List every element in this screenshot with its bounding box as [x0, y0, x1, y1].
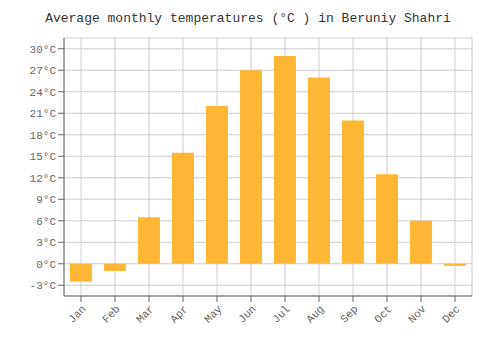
svg-text:18°C: 18°C: [30, 130, 57, 142]
svg-text:Jan: Jan: [66, 303, 88, 325]
svg-text:Sep: Sep: [338, 303, 360, 325]
svg-text:15°C: 15°C: [30, 151, 57, 163]
svg-text:Jun: Jun: [236, 303, 258, 325]
svg-text:6°C: 6°C: [36, 216, 56, 228]
svg-text:12°C: 12°C: [30, 173, 57, 185]
svg-text:24°C: 24°C: [30, 87, 57, 99]
html-text:Average monthly temperatures (: Average monthly temperatures (°C ) in Be…: [45, 11, 451, 26]
svg-text:Apr: Apr: [168, 303, 190, 325]
svg-text:Dec: Dec: [440, 303, 462, 325]
svg-text:May: May: [202, 303, 225, 326]
svg-text:Mar: Mar: [134, 303, 156, 325]
svg-text:9°C: 9°C: [36, 194, 56, 206]
svg-text:-3°C: -3°C: [30, 280, 57, 292]
svg-text:Jul: Jul: [270, 303, 292, 325]
svg-text:27°C: 27°C: [30, 65, 57, 77]
svg-text:3°C: 3°C: [36, 237, 56, 249]
svg-text:0°C: 0°C: [36, 259, 56, 271]
svg-text:Nov: Nov: [406, 303, 429, 326]
svg-text:Feb: Feb: [100, 303, 122, 325]
svg-text:30°C: 30°C: [30, 44, 57, 56]
svg-text:21°C: 21°C: [30, 108, 57, 120]
svg-text:Aug: Aug: [304, 303, 326, 325]
svg-text:Oct: Oct: [372, 303, 394, 325]
